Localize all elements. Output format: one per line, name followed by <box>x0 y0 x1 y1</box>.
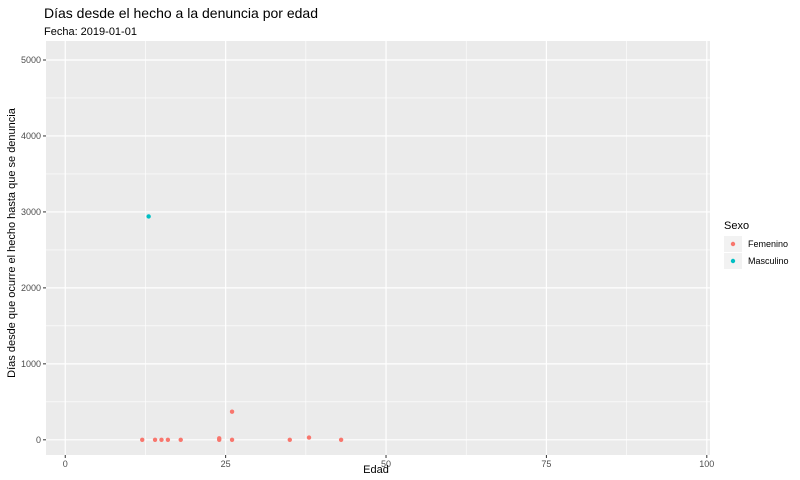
data-point-femenino <box>159 437 164 443</box>
data-point-femenino <box>229 409 235 414</box>
grid-minor <box>46 41 710 455</box>
y-axis-title: Días desde que ocurre el hecho hasta que… <box>6 107 18 378</box>
y-tick-label: 4000 <box>21 131 41 141</box>
legend-swatch-masculino <box>730 258 736 264</box>
x-tick-label: 25 <box>221 459 231 469</box>
y-tick-label: 0 <box>36 435 41 445</box>
grid-major <box>46 41 710 455</box>
data-point-femenino <box>306 435 312 440</box>
data-point-femenino <box>217 436 222 441</box>
y-axis: 0 1000 2000 3000 4000 5000 <box>21 55 46 445</box>
data-point-femenino <box>152 437 158 443</box>
chart-title: Días desde el hecho a la denuncia por ed… <box>44 5 318 21</box>
x-tick-label: 75 <box>541 459 551 469</box>
data-point-masculino <box>146 214 151 219</box>
data-points <box>140 214 344 443</box>
legend-swatch-femenino <box>730 241 736 247</box>
plot-panel <box>46 41 710 455</box>
x-axis: 0 25 50 75 100 <box>63 455 714 469</box>
y-tick-label: 2000 <box>21 283 41 293</box>
data-point-femenino <box>338 437 344 443</box>
x-tick-label: 100 <box>699 459 714 469</box>
x-tick-label: 0 <box>63 459 68 469</box>
legend: Sexo Femenino Masculino <box>724 220 789 269</box>
chart-subtitle: Fecha: 2019-01-01 <box>44 26 137 38</box>
y-tick-label: 5000 <box>21 55 41 65</box>
x-axis-title: Edad <box>363 464 389 476</box>
y-tick-label: 1000 <box>21 359 41 369</box>
data-point-femenino <box>178 437 183 443</box>
data-point-femenino <box>140 437 145 443</box>
data-point-femenino <box>229 437 235 443</box>
data-point-femenino <box>287 437 292 443</box>
y-tick-label: 3000 <box>21 207 41 217</box>
legend-title: Sexo <box>724 220 749 232</box>
legend-label-femenino: Femenino <box>748 239 788 249</box>
legend-label-masculino: Masculino <box>748 256 789 266</box>
data-point-femenino <box>165 437 171 443</box>
x-tick-label: 50 <box>381 459 391 469</box>
